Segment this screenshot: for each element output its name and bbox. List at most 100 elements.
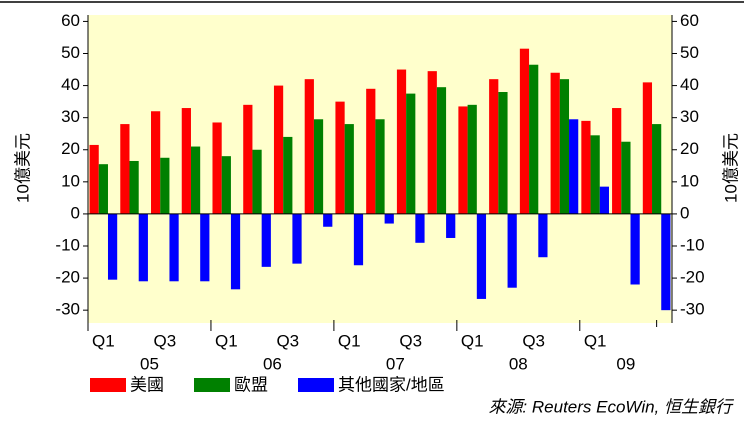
y2-tick-label: 50	[680, 43, 699, 62]
bar	[630, 213, 640, 285]
bar	[313, 119, 324, 214]
y2-tick-label: 60	[680, 11, 699, 30]
bar	[436, 87, 447, 214]
bar	[181, 108, 191, 214]
bar	[138, 213, 148, 282]
y-tick-label: -30	[55, 300, 80, 319]
bar	[160, 157, 170, 214]
bar	[273, 85, 284, 214]
bar	[212, 122, 222, 214]
x-tick-label: Q1	[215, 331, 238, 350]
bar	[581, 120, 591, 214]
bar	[98, 164, 108, 214]
y-tick-label: 0	[71, 203, 80, 222]
bar	[427, 71, 437, 214]
x-tick-label: Q3	[522, 331, 545, 350]
year-label: 09	[616, 354, 635, 373]
x-tick-label: Q3	[276, 331, 299, 350]
bar	[252, 149, 262, 214]
legend-swatch	[298, 378, 334, 392]
y2-tick-label: -20	[680, 268, 705, 287]
legend-label: 美國	[130, 375, 164, 394]
bar	[396, 69, 407, 214]
x-tick-label: Q1	[584, 331, 607, 350]
bar	[230, 213, 241, 290]
y2-tick-label: -10	[680, 235, 705, 254]
bar	[642, 82, 653, 214]
x-tick-label: Q3	[153, 331, 176, 350]
bar	[221, 156, 231, 214]
y-tick-label: 10	[61, 171, 80, 190]
bar	[169, 213, 179, 282]
bar	[550, 72, 560, 214]
bar	[498, 92, 508, 214]
bar	[415, 213, 425, 243]
legend-swatch	[194, 378, 230, 392]
y2-tick-label: 40	[680, 75, 699, 94]
year-label: 07	[386, 354, 405, 373]
year-label: 06	[263, 354, 282, 373]
y-tick-label: 50	[61, 43, 80, 62]
bar	[661, 213, 671, 311]
bar	[446, 213, 456, 238]
bar	[559, 79, 570, 214]
bar	[599, 186, 609, 214]
bar	[344, 124, 354, 214]
bar	[406, 93, 416, 214]
y-axis-label: 10億美元	[13, 133, 32, 203]
bar	[292, 213, 302, 264]
legend-swatch	[90, 378, 126, 392]
x-tick-label: Q1	[92, 331, 115, 350]
bar	[529, 64, 539, 214]
bar	[519, 48, 530, 214]
y-tick-label: 20	[61, 139, 80, 158]
y2-axis-label: 10億美元	[721, 133, 740, 203]
bar	[375, 119, 385, 214]
bar	[458, 106, 468, 214]
bar	[652, 124, 662, 214]
bar	[353, 213, 364, 266]
x-tick-label: Q3	[399, 331, 422, 350]
bar	[476, 213, 487, 299]
bar	[120, 124, 130, 214]
bar	[323, 213, 333, 227]
bar	[621, 141, 631, 214]
y2-tick-label: 10	[680, 171, 699, 190]
bar	[89, 144, 99, 214]
bar	[590, 135, 600, 214]
legend-label: 歐盟	[234, 375, 268, 394]
bar	[366, 88, 376, 214]
bar	[467, 104, 477, 214]
bar	[151, 111, 161, 214]
x-tick-label: Q1	[338, 331, 361, 350]
x-tick-label: Q1	[461, 331, 484, 350]
bar	[190, 146, 201, 214]
y-tick-label: 30	[61, 107, 80, 126]
bar	[569, 119, 579, 214]
bar	[200, 213, 210, 282]
y-tick-label: 60	[61, 11, 80, 30]
bar	[283, 136, 293, 214]
bar	[384, 213, 394, 224]
y-tick-label: -10	[55, 235, 80, 254]
year-label: 08	[509, 354, 528, 373]
y-tick-label: 40	[61, 75, 80, 94]
bar	[107, 213, 118, 280]
year-label: 05	[140, 354, 159, 373]
y2-tick-label: -30	[680, 300, 705, 319]
bar	[261, 213, 271, 267]
bar	[538, 213, 548, 258]
y-tick-label: -20	[55, 268, 80, 287]
bar	[489, 79, 499, 214]
bar	[129, 160, 139, 214]
legend-label: 其他國家/地區	[338, 375, 445, 394]
bar	[243, 104, 253, 214]
y2-tick-label: 0	[680, 203, 689, 222]
y2-tick-label: 20	[680, 139, 699, 158]
source-note: 來源: Reuters EcoWin, 恒生銀行	[488, 397, 735, 416]
bar	[335, 101, 345, 214]
y2-tick-label: 30	[680, 107, 699, 126]
bar	[304, 79, 314, 214]
bar	[507, 213, 517, 288]
